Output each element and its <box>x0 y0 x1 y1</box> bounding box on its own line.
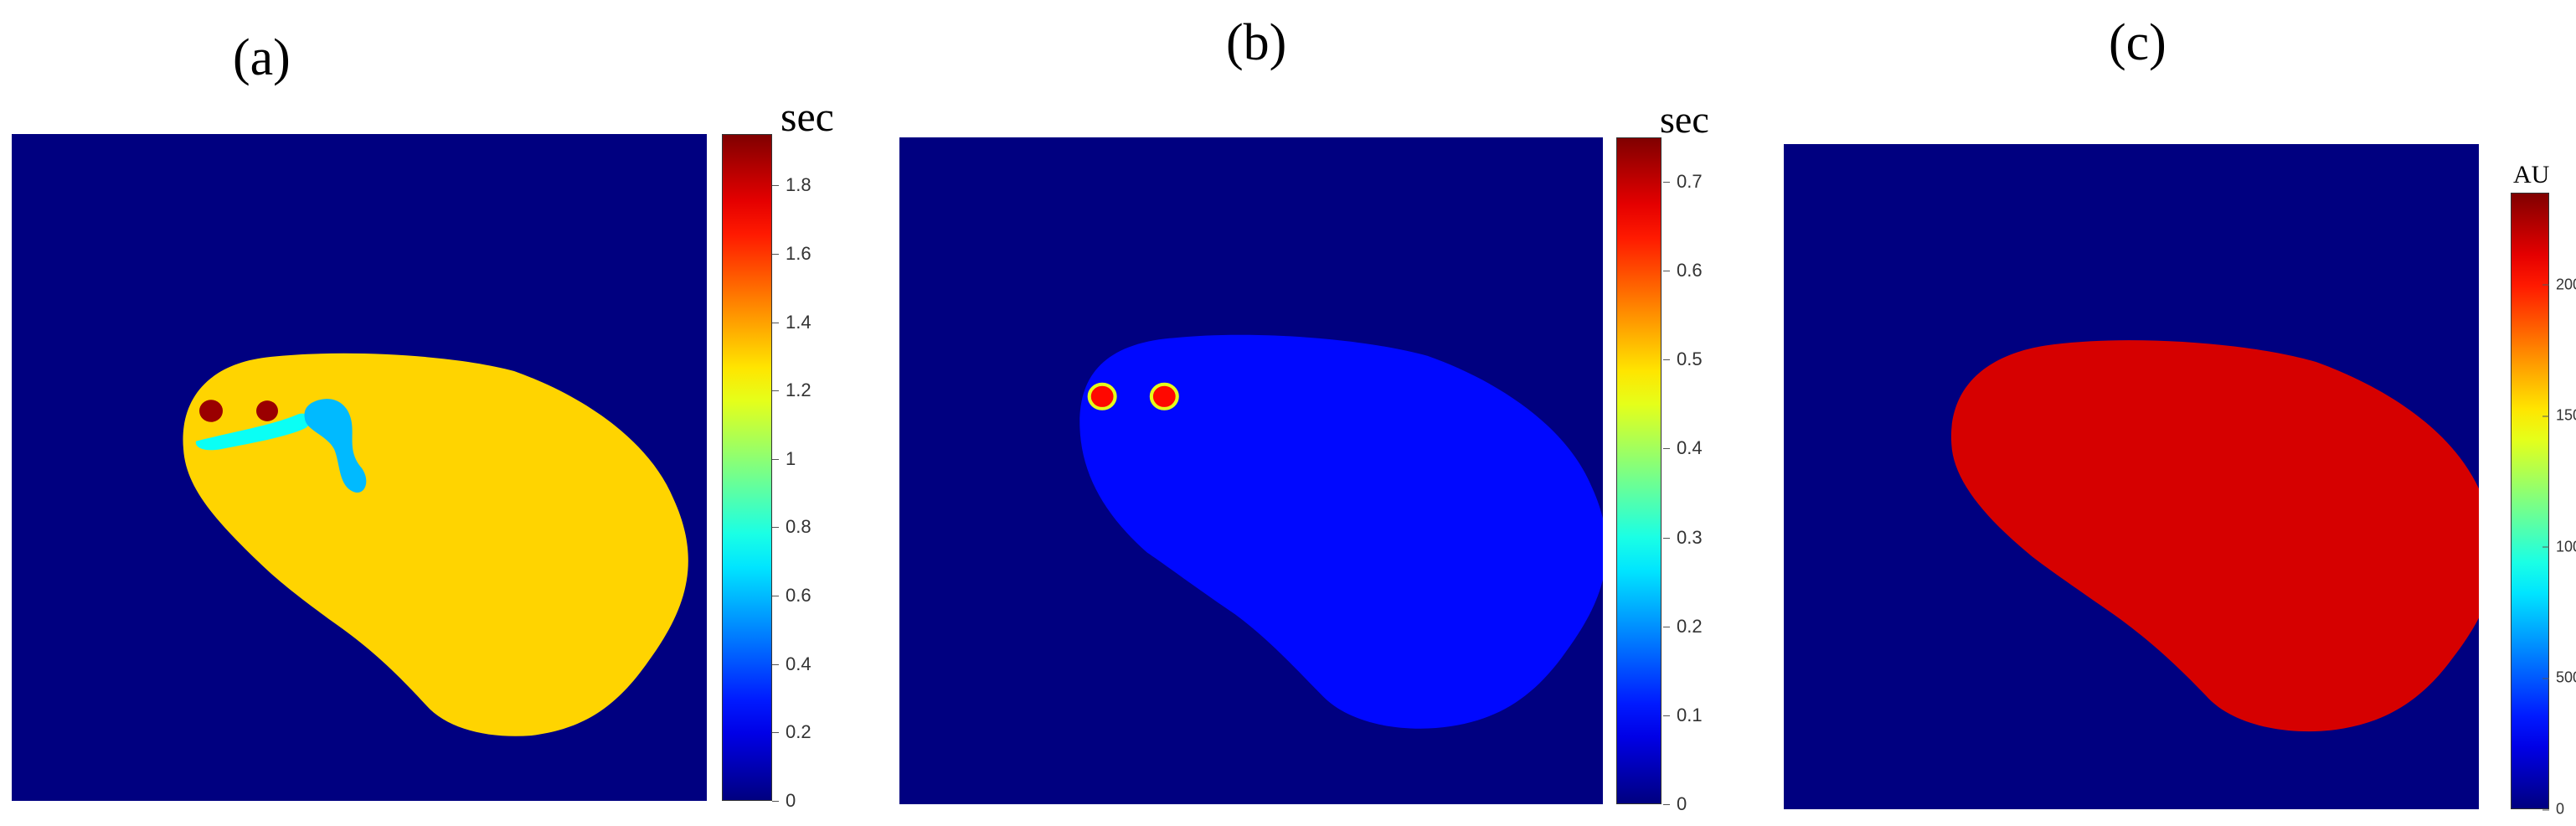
colorbar-tick-a-9: 1.8 <box>772 174 811 196</box>
heatmap-c-svg <box>1950 340 2479 732</box>
colorbar-tick-a-8: 1.6 <box>772 242 811 264</box>
a-feature-channel-3 <box>304 399 367 493</box>
a-feature-channel-2 <box>195 413 311 451</box>
a-feature-spot-0 <box>199 400 223 422</box>
colorbar-tick-b-7: 0.7 <box>1663 171 1703 193</box>
heatmap-a <box>12 134 707 801</box>
heatmap-b <box>899 137 1603 804</box>
colorbar-ticks-c: 0 500 1000 1500 2000 <box>2542 193 2576 818</box>
panel-c: (c) AU 0 500 1000 1500 2000 <box>1742 0 2576 826</box>
tissue-region-a <box>183 353 688 736</box>
colorbar-tick-b-4: 0.4 <box>1663 437 1703 459</box>
colorbar-tick-b-1: 0.1 <box>1663 704 1703 725</box>
tissue-region-c <box>1950 340 2479 732</box>
panel-a: (a) sec 0 0.2 0.4 0.6 0.8 1 1.2 1.4 1.6 1.8 <box>0 0 871 826</box>
colorbar-title-a: sec <box>781 93 834 140</box>
features-b <box>1087 382 1179 410</box>
colorbar-ticks-a: 0 0.2 0.4 0.6 0.8 1 1.2 1.4 1.6 1.8 <box>771 134 853 811</box>
colorbar-a <box>722 134 772 801</box>
colorbar-b <box>1616 137 1662 804</box>
panel-label-c: (c) <box>2109 14 2166 71</box>
a-feature-spot-1 <box>256 400 278 421</box>
colorbar-tick-a-1: 0.2 <box>772 721 811 743</box>
panel-b: (b) sec 0 0.1 0.2 0.3 0.4 0.5 0.6 0.7 <box>871 0 1742 826</box>
colorbar-tick-c-0: 0 <box>2542 800 2565 818</box>
colorbar-tick-a-2: 0.4 <box>772 653 811 674</box>
colorbar-tick-a-4: 0.8 <box>772 516 811 538</box>
colorbar-tick-b-3: 0.3 <box>1663 526 1703 548</box>
colorbar-title-b: sec <box>1660 98 1709 141</box>
panel-label-a: (a) <box>233 29 291 86</box>
heatmap-b-svg <box>1079 334 1603 729</box>
colorbar-tick-c-2: 1000 <box>2542 538 2576 555</box>
colorbar-tick-a-5: 1 <box>771 447 796 469</box>
colorbar-tick-b-0: 0 <box>1662 793 1687 814</box>
colorbar-tick-a-0: 0 <box>771 790 796 811</box>
colorbar-tick-a-3: 0.6 <box>772 585 811 607</box>
colorbar-tick-a-7: 1.4 <box>772 311 811 333</box>
colorbar-tick-c-1: 500 <box>2542 669 2576 687</box>
tissue-region-b <box>1079 334 1603 729</box>
colorbar-tick-c-3: 1500 <box>2542 407 2576 425</box>
colorbar-ticks-b: 0 0.1 0.2 0.3 0.4 0.5 0.6 0.7 <box>1662 137 1735 814</box>
heatmap-a-svg <box>183 353 688 736</box>
features-a <box>195 399 367 493</box>
colorbar-tick-b-6: 0.6 <box>1663 260 1703 281</box>
colorbar-tick-a-6: 1.2 <box>772 379 811 401</box>
b-feature-spot-1 <box>1149 382 1179 410</box>
colorbar-c <box>2511 193 2549 809</box>
heatmap-c <box>1784 144 2479 809</box>
colorbar-title-c: AU <box>2513 161 2550 188</box>
colorbar-tick-c-4: 2000 <box>2542 276 2576 293</box>
b-feature-spot-0 <box>1087 382 1117 410</box>
colorbar-tick-b-5: 0.5 <box>1663 348 1703 370</box>
colorbar-tick-b-2: 0.2 <box>1663 615 1703 637</box>
panel-label-b: (b) <box>1226 14 1287 71</box>
